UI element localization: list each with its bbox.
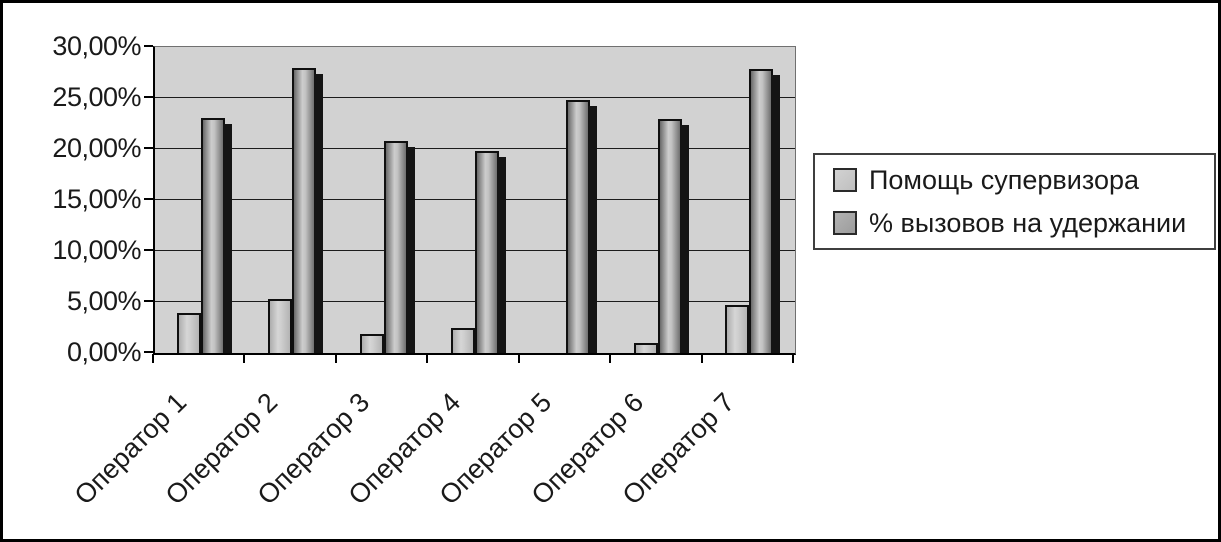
legend-label: Помощь супервизора <box>869 164 1139 195</box>
legend: Помощь супервизора % вызовов на удержани… <box>813 153 1216 250</box>
legend-swatch-icon <box>833 211 857 235</box>
bar-supervisor-help <box>268 298 293 353</box>
y-tick-label: 30,00% <box>52 31 141 61</box>
y-tick-label: 25,00% <box>52 82 141 112</box>
bar-supervisor-help <box>359 333 384 353</box>
plot-area <box>153 46 796 355</box>
bar-calls-on-hold <box>383 140 415 354</box>
y-tick-label: 5,00% <box>66 286 142 316</box>
legend-item-supervisor-help: Помощь супервизора <box>833 165 1214 196</box>
gridline <box>155 97 795 98</box>
bar-calls-on-hold <box>566 100 598 353</box>
x-tick-mark <box>700 354 703 363</box>
legend-swatch-icon <box>833 168 857 192</box>
y-tick-mark <box>144 45 153 47</box>
bar-calls-on-hold <box>749 69 781 353</box>
bar-supervisor-help <box>633 342 658 353</box>
y-tick-label: 15,00% <box>52 184 141 214</box>
x-tick-mark <box>334 354 337 363</box>
x-tick-mark <box>243 354 246 363</box>
bar-supervisor-help <box>725 305 750 353</box>
y-tick-mark <box>144 96 153 98</box>
bar-calls-on-hold <box>657 119 689 353</box>
y-tick-mark <box>144 198 153 200</box>
bar-calls-on-hold <box>475 151 506 353</box>
y-tick-mark <box>144 249 153 251</box>
x-tick-mark <box>517 354 520 363</box>
bar-calls-on-hold <box>200 118 232 353</box>
y-tick-label: 0,00% <box>66 337 142 367</box>
y-tick-mark <box>144 351 153 353</box>
bar-supervisor-help <box>176 313 201 353</box>
bar-supervisor-help <box>451 327 475 353</box>
legend-label: % вызовов на удержании <box>869 207 1187 238</box>
y-tick-mark <box>144 147 153 149</box>
y-tick-mark <box>144 300 153 302</box>
legend-item-calls-on-hold: % вызовов на удержании <box>833 208 1214 239</box>
y-tick-label: 10,00% <box>52 235 141 265</box>
y-tick-label: 20,00% <box>52 133 141 163</box>
x-tick-mark <box>152 354 154 363</box>
bar-calls-on-hold <box>292 68 324 353</box>
x-tick-mark <box>609 354 612 363</box>
x-tick-mark <box>426 354 429 363</box>
x-tick-mark <box>792 354 794 363</box>
gridline <box>155 148 795 149</box>
